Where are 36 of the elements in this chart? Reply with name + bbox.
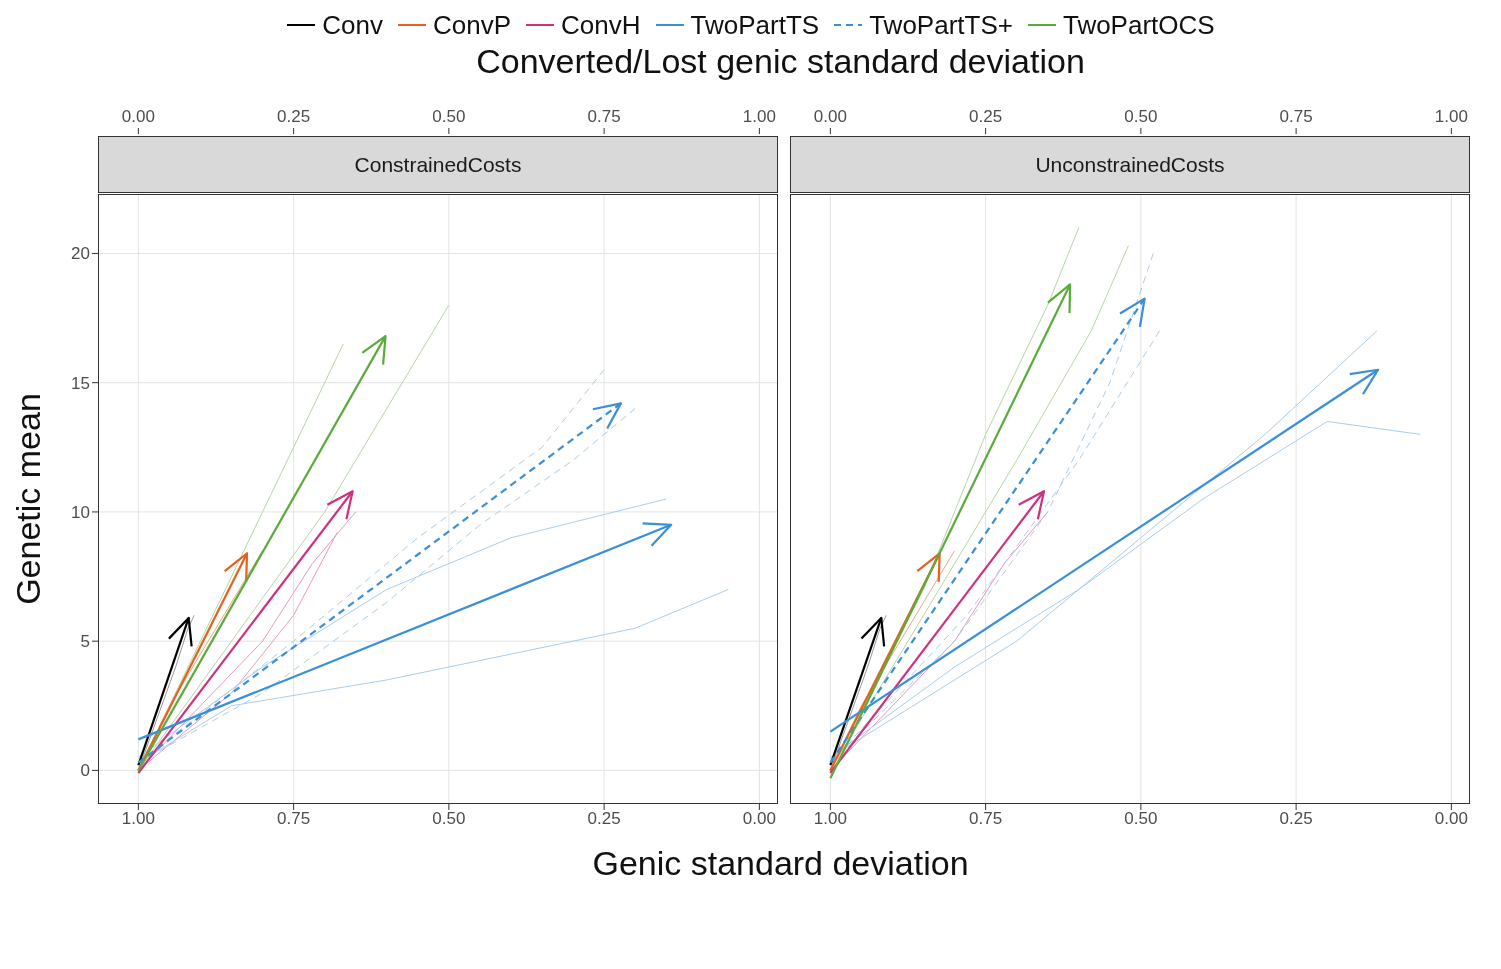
x2-tick-label: 1.00 [742,107,776,126]
x-tick-label: 0.50 [1124,809,1158,829]
legend-label: TwoPartTS+ [869,9,1013,41]
x-tick-label: 0.25 [1279,809,1313,829]
x-tick-label: 0.00 [1434,809,1468,829]
legend-label: ConvH [561,9,641,41]
x-tick-label: 1.00 [121,809,155,829]
x-tick-label: 0.50 [432,809,466,829]
legend-label: TwoPartTS [690,9,820,41]
y-tick-label: 0 [80,761,90,781]
x-tick-label: 0.75 [969,809,1003,829]
y-tick-label: 5 [80,632,90,652]
y-tick-label: 10 [71,502,90,522]
legend-label: TwoPartOCS [1062,9,1215,41]
chart-title: ConstrainedCosts [354,152,522,177]
x-axis-title: Genic standard deviation [591,844,970,883]
x2-tick-label: 0.25 [969,107,1003,126]
x2-tick-label: 0.25 [277,107,311,126]
x2-tick-label: 0.50 [432,107,466,126]
y-axis-title: Genetic mean [8,393,48,605]
x2-tick-label: 0.50 [1124,107,1158,126]
y-tick-label: 20 [71,244,90,264]
x2-tick-label: 0.75 [1279,107,1313,126]
x-tick-label: 0.75 [277,809,311,829]
chart-title: UnconstrainedCosts [1035,152,1225,177]
x2-tick-label: 0.00 [121,107,155,126]
x-tick-label: 1.00 [813,809,847,829]
legend-label: Conv [322,9,384,41]
x-tick-label: 0.00 [742,809,776,829]
x2-tick-label: 0.00 [813,107,847,126]
x2-tick-label: 1.00 [1434,107,1468,126]
legend-label: ConvP [433,9,512,41]
x-tick-label: 0.25 [587,809,621,829]
x2-axis-title: Converted/Lost genic standard deviation [475,42,1086,82]
x2-tick-label: 0.75 [587,107,621,126]
y-tick-label: 15 [71,373,90,393]
